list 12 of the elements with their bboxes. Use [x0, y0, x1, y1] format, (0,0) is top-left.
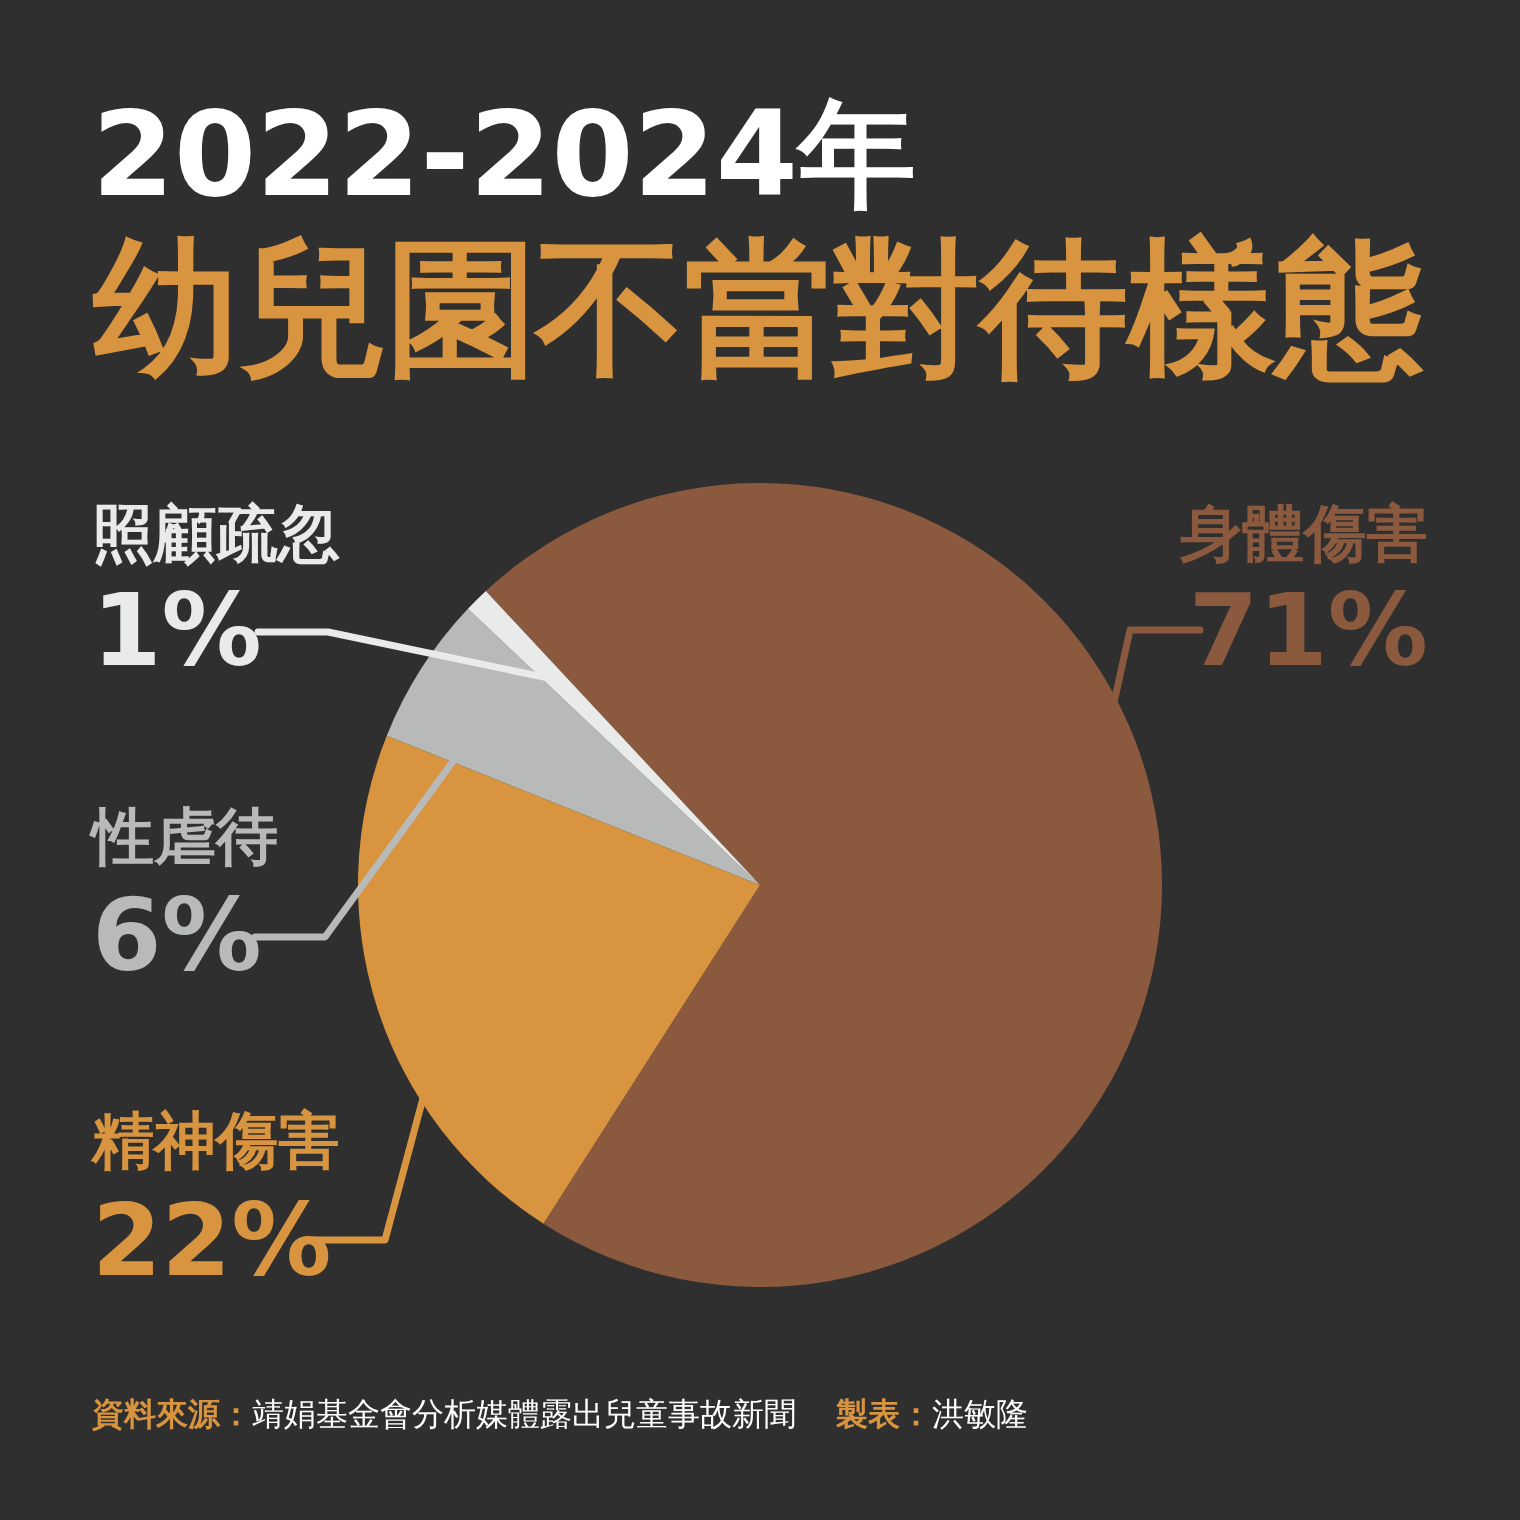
data-label: 22%	[92, 1182, 332, 1299]
slice-label: 性虐待	[89, 800, 278, 873]
chart-title: 2022-2024年	[92, 85, 916, 223]
text: 製表：洪敏隆	[835, 1395, 1028, 1433]
slice-label: 精神傷害	[90, 1104, 340, 1177]
data-label: 1%	[92, 572, 262, 689]
data-label: 71%	[1188, 572, 1428, 689]
chart-subtitle: 幼兒園不當對待樣態	[92, 223, 1424, 395]
slice-label: 身體傷害	[1179, 497, 1428, 570]
data-label: 6%	[92, 877, 262, 994]
slice-label: 照顧疏忽	[92, 497, 340, 570]
source-note: 資料來源：靖娟基金會分析媒體露出兒童事故新聞	[91, 1395, 796, 1433]
